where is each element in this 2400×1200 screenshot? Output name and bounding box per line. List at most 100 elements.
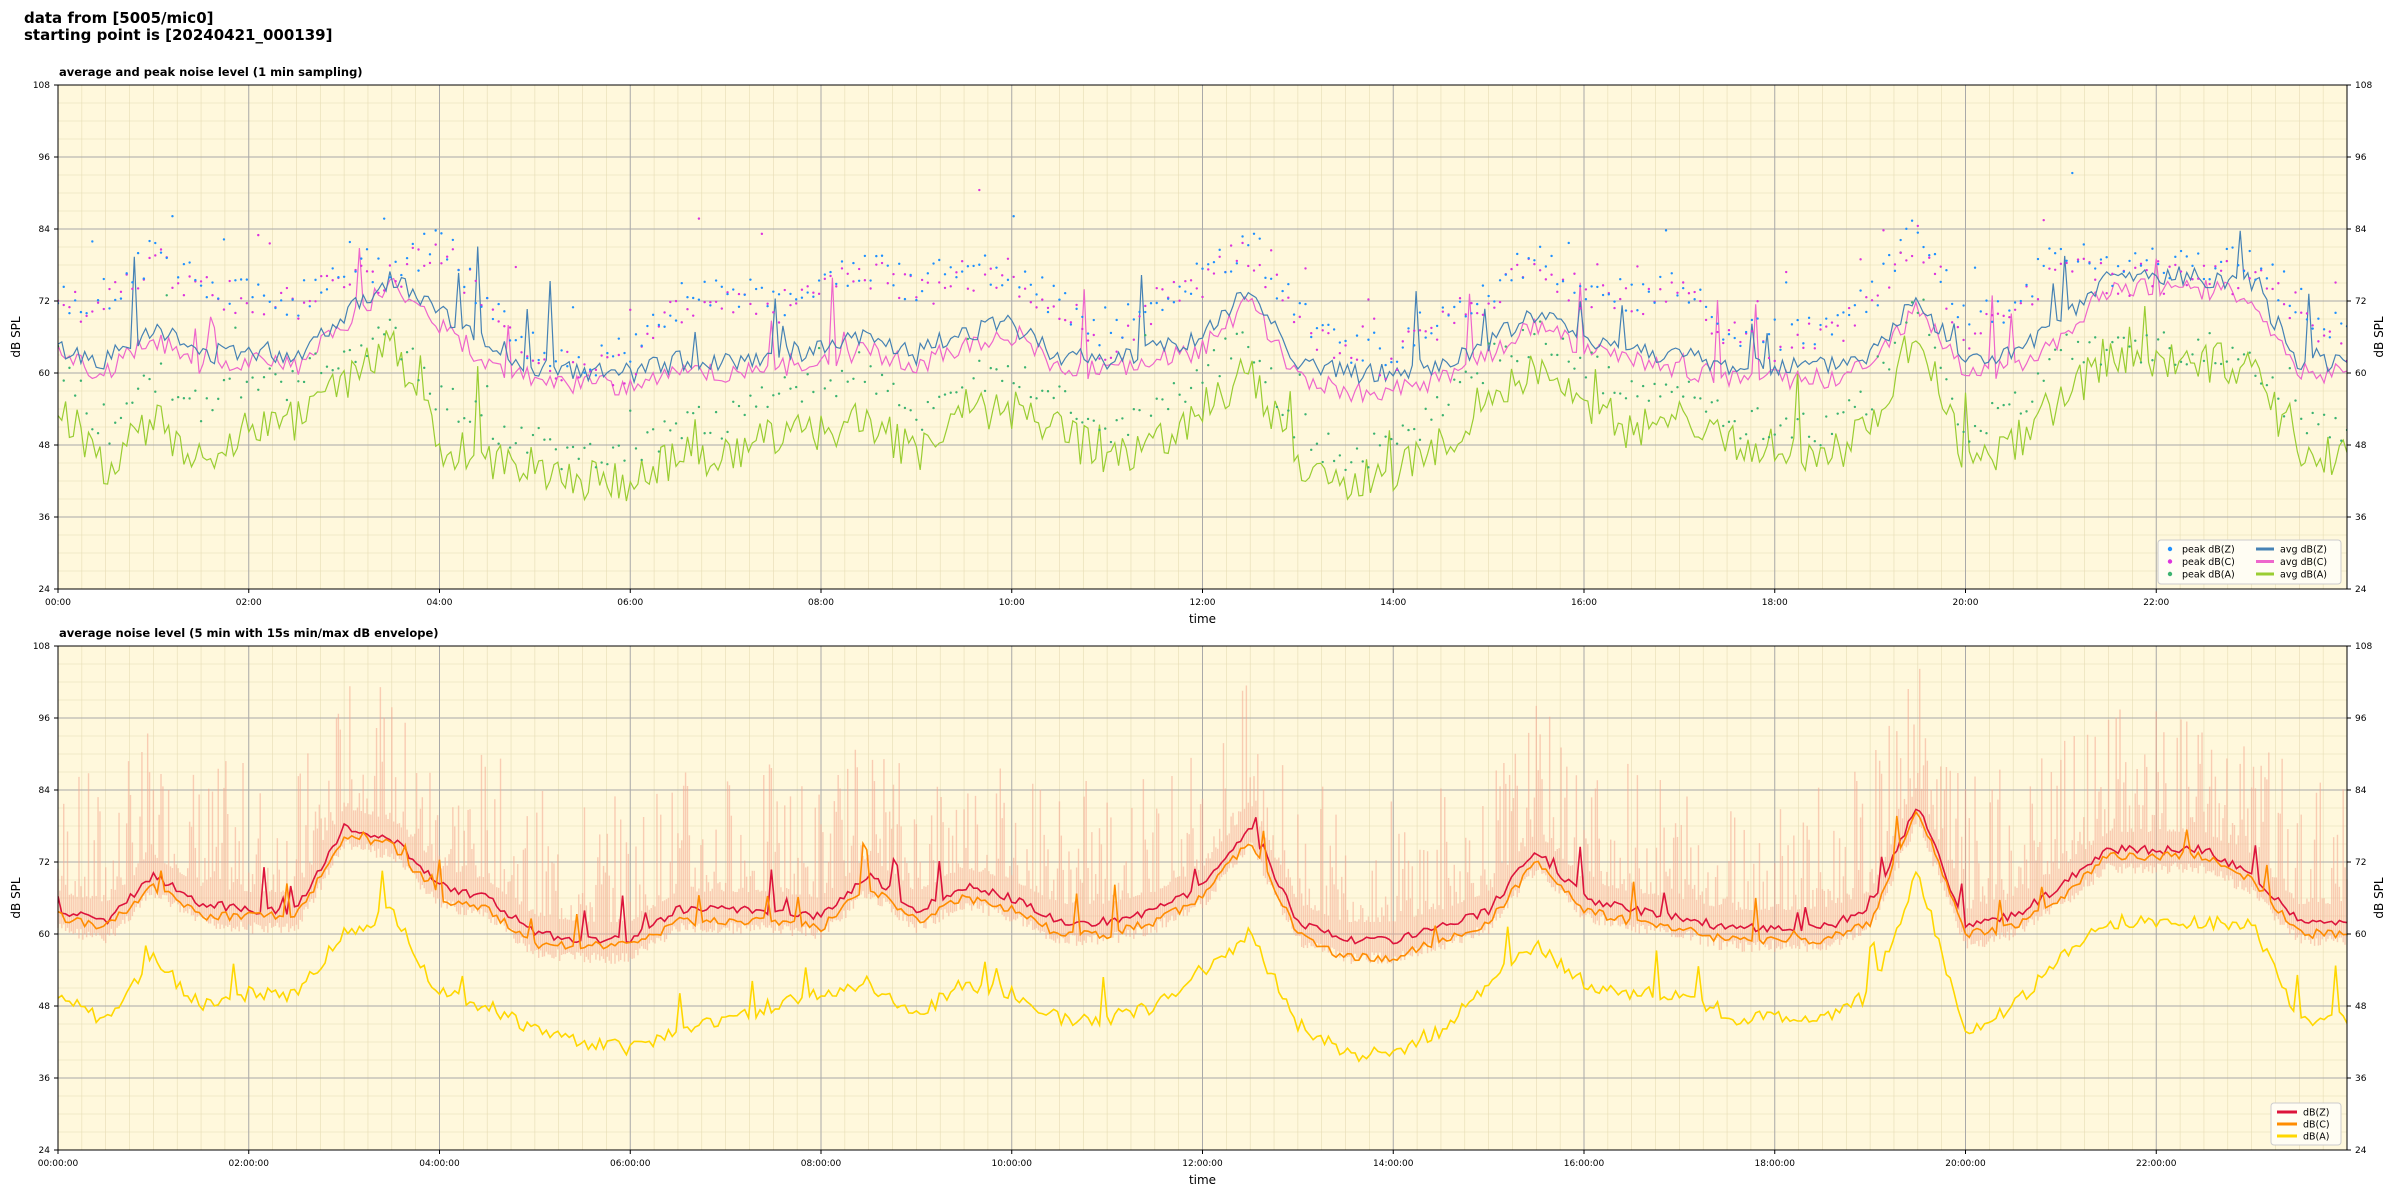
data-point-peak-db-c bbox=[1498, 300, 1502, 304]
data-point-peak-db-z bbox=[1235, 262, 1239, 265]
data-point-peak-db-a bbox=[428, 392, 432, 395]
data-point-peak-db-z bbox=[554, 360, 558, 363]
data-point-peak-db-c bbox=[1819, 328, 1822, 331]
data-point-peak-db-c bbox=[892, 272, 895, 276]
data-point-peak-db-c bbox=[1195, 287, 1198, 290]
data-point-peak-db-a bbox=[1647, 399, 1651, 402]
data-point-peak-db-a bbox=[417, 379, 420, 382]
data-point-peak-db-z bbox=[96, 298, 100, 302]
data-point-peak-db-z bbox=[898, 262, 901, 265]
data-point-peak-db-z bbox=[1481, 284, 1485, 287]
data-point-peak-db-z bbox=[703, 280, 706, 284]
data-point-peak-db-a bbox=[1195, 369, 1198, 372]
data-point-peak-db-c bbox=[423, 264, 426, 267]
data-point-peak-db-a bbox=[1063, 390, 1067, 393]
data-point-peak-db-c bbox=[2225, 259, 2229, 263]
data-point-peak-db-c bbox=[1619, 297, 1622, 301]
data-point-peak-db-c bbox=[2219, 269, 2223, 272]
data-point-peak-db-z bbox=[1830, 333, 1834, 336]
data-point-peak-db-z bbox=[1035, 293, 1038, 296]
data-point-peak-db-a bbox=[1979, 429, 1982, 433]
data-point-peak-db-a bbox=[463, 417, 466, 420]
data-point-peak-db-c bbox=[1126, 324, 1130, 327]
data-point-peak-db-c bbox=[1247, 264, 1250, 268]
data-point-peak-db-z bbox=[932, 262, 935, 265]
data-point-peak-db-a bbox=[600, 461, 603, 464]
data-point-peak-db-c bbox=[674, 299, 678, 303]
data-point-peak-db-z bbox=[943, 273, 947, 276]
data-point-peak-db-z bbox=[1269, 277, 1273, 280]
data-point-peak-db-c bbox=[1567, 299, 1570, 302]
data-point-peak-db-z bbox=[1641, 283, 1645, 286]
data-point-peak-db-a bbox=[2231, 346, 2234, 349]
data-point-peak-db-c bbox=[1189, 279, 1193, 282]
data-point-peak-db-z bbox=[772, 290, 775, 293]
data-point-peak-db-c bbox=[1470, 301, 1473, 305]
data-point-peak-db-z bbox=[1968, 323, 1971, 326]
data-point-peak-db-c bbox=[1115, 350, 1118, 353]
data-point-peak-db-c bbox=[1149, 322, 1153, 326]
data-point-peak-db-z bbox=[606, 351, 609, 355]
data-point-peak-db-a bbox=[434, 408, 437, 411]
data-point-peak-db-c bbox=[1264, 285, 1267, 289]
data-point-peak-db-c bbox=[1693, 290, 1696, 294]
data-point-peak-db-c bbox=[795, 302, 798, 305]
data-point-peak-db-c bbox=[1968, 347, 1971, 350]
data-point-peak-db-c bbox=[474, 279, 477, 283]
ytick-label-right: 24 bbox=[2355, 585, 2367, 595]
data-point-peak-db-a bbox=[1699, 397, 1702, 400]
data-point-peak-db-z bbox=[1104, 306, 1107, 309]
data-point-peak-db-a bbox=[606, 462, 609, 466]
xtick-label: 16:00 bbox=[1571, 598, 1597, 608]
data-point-peak-db-c bbox=[1544, 278, 1548, 281]
data-point-peak-db-c bbox=[1836, 324, 1839, 327]
data-point-peak-db-a bbox=[148, 377, 151, 381]
data-point-peak-db-c bbox=[1453, 321, 1456, 325]
data-point-peak-db-z bbox=[2105, 256, 2108, 259]
data-point-peak-db-z bbox=[154, 241, 157, 245]
data-point-peak-db-c bbox=[325, 274, 329, 278]
data-point-peak-db-c bbox=[1916, 224, 1920, 228]
data-point-peak-db-a bbox=[2013, 391, 2017, 394]
data-point-peak-db-c bbox=[829, 274, 832, 278]
data-point-peak-db-z bbox=[131, 281, 134, 284]
data-point-peak-db-c bbox=[508, 326, 512, 329]
data-point-peak-db-a bbox=[577, 457, 580, 461]
data-point-peak-db-z bbox=[2025, 283, 2028, 287]
data-point-peak-db-a bbox=[262, 375, 266, 379]
data-point-peak-db-c bbox=[623, 382, 626, 385]
x-axis-label: time bbox=[1189, 1173, 1216, 1187]
data-point-peak-db-c bbox=[400, 285, 403, 288]
data-point-peak-db-c bbox=[1012, 275, 1015, 279]
data-point-peak-db-c bbox=[1510, 267, 1513, 271]
data-point-peak-db-c bbox=[932, 302, 935, 305]
data-point-peak-db-z bbox=[2122, 270, 2126, 273]
data-point-peak-db-z bbox=[835, 282, 838, 286]
data-point-peak-db-a bbox=[2265, 383, 2269, 387]
data-point-peak-db-z bbox=[1596, 285, 1599, 289]
xtick-label: 00:00 bbox=[45, 598, 71, 608]
data-point-peak-db-z bbox=[880, 254, 884, 257]
data-point-peak-db-z bbox=[234, 279, 237, 282]
data-point-peak-db-a bbox=[1338, 454, 1342, 457]
data-point-peak-db-a bbox=[1224, 337, 1227, 340]
data-point-peak-db-z bbox=[1241, 235, 1244, 238]
data-point-peak-db-c bbox=[1475, 311, 1479, 315]
data-point-peak-db-z bbox=[1229, 270, 1233, 273]
data-point-peak-db-z bbox=[205, 295, 208, 299]
data-point-peak-db-a bbox=[1750, 409, 1754, 413]
data-point-peak-db-a bbox=[823, 387, 827, 390]
data-point-peak-db-c bbox=[1252, 269, 1256, 272]
data-point-peak-db-c bbox=[1327, 331, 1330, 335]
ytick-label: 84 bbox=[39, 225, 51, 235]
data-point-peak-db-z bbox=[2094, 267, 2097, 270]
ytick-label-right: 96 bbox=[2355, 153, 2367, 163]
data-point-peak-db-z bbox=[1121, 336, 1124, 339]
data-point-peak-db-c bbox=[2013, 308, 2017, 311]
data-point-peak-db-a bbox=[1441, 414, 1445, 417]
data-point-peak-db-a bbox=[1453, 378, 1456, 381]
data-point-peak-db-z bbox=[148, 239, 151, 243]
data-point-peak-db-c bbox=[1550, 273, 1553, 276]
data-point-peak-db-z bbox=[611, 355, 615, 358]
data-point-peak-db-z bbox=[1939, 280, 1942, 284]
